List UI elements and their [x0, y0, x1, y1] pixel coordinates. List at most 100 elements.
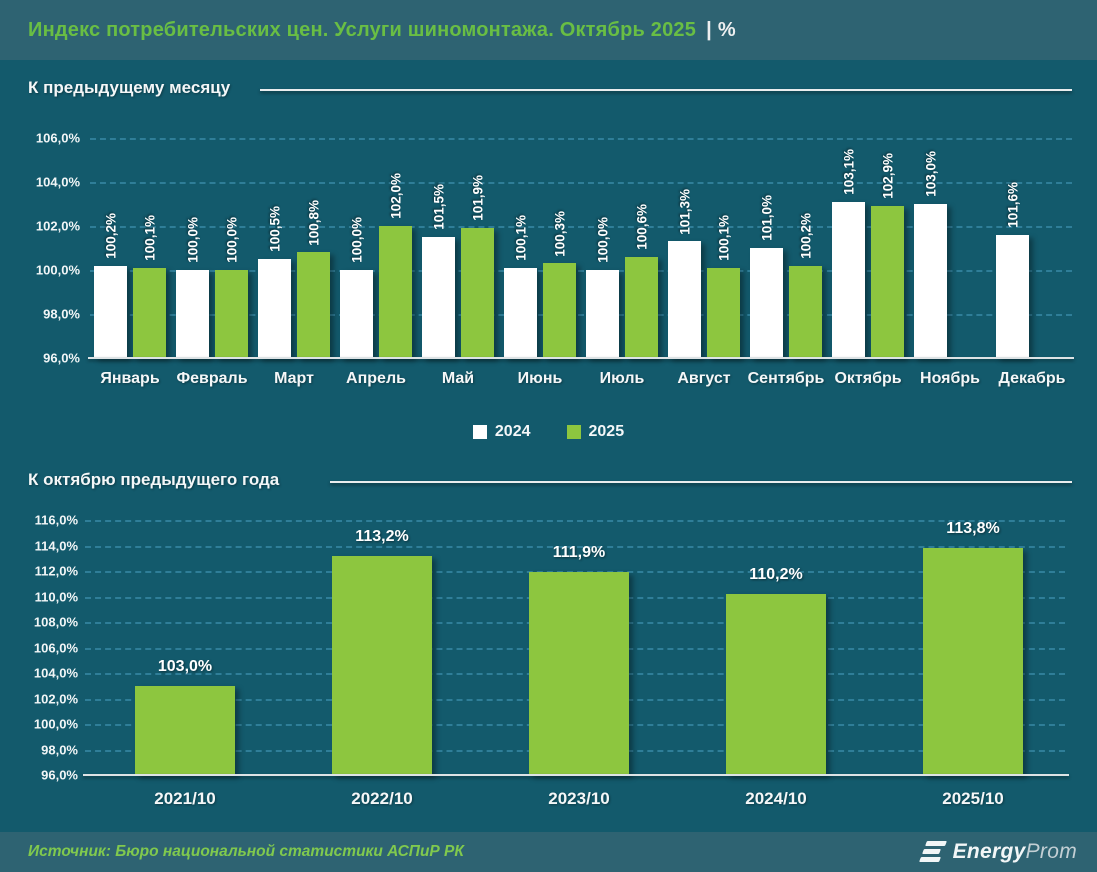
bar-value-label: 100,0% [224, 217, 239, 263]
x-tick-label: 2022/10 [351, 789, 413, 808]
x-axis-line [88, 357, 1074, 359]
page-title-text: Индекс потребительских цен. Услуги шином… [28, 18, 697, 41]
bar-value-label: 101,0% [759, 195, 774, 241]
legend-label-2024: 2024 [494, 423, 531, 440]
page-title: Индекс потребительских цен. Услуги шином… [28, 19, 736, 42]
y-tick-label: 116,0% [34, 512, 78, 528]
bar-2024-Июнь [504, 267, 537, 358]
energyprom-logo-text: EnergyProm [953, 840, 1077, 864]
bar-2025-Сентябрь [789, 265, 822, 358]
bar-2024-Октябрь [832, 201, 865, 358]
source-text: Источник: Бюро национальной статистики А… [28, 843, 464, 860]
bar-2025-Февраль [215, 270, 248, 358]
bar-2024-Май [422, 237, 455, 358]
yearly-section-line [330, 481, 1072, 483]
y-tick-label: 104,0% [35, 174, 80, 190]
bar-2023/10 [529, 572, 629, 775]
grid-line [90, 314, 1072, 316]
y-tick-label: 98,0% [43, 306, 80, 322]
y-tick-label: 106,0% [33, 640, 78, 655]
bar-value-label: 101,3% [677, 188, 692, 235]
legend-swatch-2025 [566, 425, 581, 439]
x-tick-label: Январь [100, 370, 160, 387]
monthly-section-title: К предыдущему месяцу [28, 78, 231, 97]
legend-item-2024: 2024 [472, 423, 531, 441]
x-tick-label: Сентябрь [747, 370, 825, 387]
x-tick-label: 2025/10 [942, 789, 1004, 808]
y-tick-label: 96,0% [41, 767, 78, 783]
bar-2025/10 [923, 548, 1023, 775]
title-divider: | [706, 18, 712, 41]
bar-2024-Апрель [340, 270, 373, 358]
bar-value-label: 103,1% [841, 149, 856, 195]
x-tick-label: Июль [599, 370, 645, 387]
grid-line [85, 520, 1065, 522]
bar-2024-Март [258, 259, 291, 358]
bar-value-label: 100,0% [349, 217, 364, 263]
bar-2025-Апрель [379, 226, 412, 358]
x-tick-label: Март [274, 370, 314, 387]
x-tick-label: Ноябрь [920, 370, 980, 387]
grid-line [90, 182, 1072, 184]
bar-value-label: 100,6% [634, 204, 649, 250]
y-tick-label: 106,0% [35, 130, 80, 146]
x-tick-label: Апрель [346, 370, 406, 387]
bar-value-label: 100,0% [595, 217, 610, 263]
bar-2024-Август [668, 241, 701, 358]
bar-value-label: 103,0% [157, 657, 213, 675]
x-tick-label: Август [677, 370, 731, 387]
y-tick-label: 98,0% [41, 742, 78, 757]
bar-2024-Январь [94, 265, 127, 358]
x-tick-label: Февраль [176, 370, 248, 387]
energyprom-logo: EnergyProm [918, 840, 1077, 864]
bar-2025-Июль [625, 256, 658, 358]
y-tick-label: 112,0% [34, 563, 78, 579]
y-tick-label: 104,0% [33, 665, 78, 681]
bar-value-label: 101,6% [1005, 182, 1020, 228]
bar-value-label: 100,1% [513, 215, 528, 261]
x-axis-line [83, 774, 1069, 776]
bar-2025-Октябрь [871, 206, 904, 358]
bar-2024/10 [726, 593, 826, 775]
bar-value-label: 100,3% [552, 210, 567, 257]
header-bar: Индекс потребительских цен. Услуги шином… [0, 0, 1097, 60]
monthly-section-line [260, 89, 1072, 91]
yearly-chart: 103,0% 2021/10 113,2% 2022/10 111,9% 2023/10 1… [85, 520, 1065, 808]
legend-label-2025: 2025 [588, 423, 625, 440]
grid-line [90, 270, 1072, 272]
bar-value-label: 102,0% [388, 173, 403, 219]
x-tick-label: 2023/10 [548, 789, 610, 808]
bar-value-label: 103,0% [923, 151, 938, 197]
bar-2025-Август [707, 267, 740, 358]
y-tick-label: 102,0% [33, 691, 78, 706]
bar-2021/10 [135, 685, 235, 775]
title-unit: % [717, 18, 736, 41]
bar-value-label: 113,2% [355, 527, 409, 545]
bar-value-label: 110,2% [749, 565, 803, 583]
bar-2025-Май [461, 228, 494, 358]
legend-item-2025: 2025 [566, 423, 625, 441]
grid-line [85, 571, 1065, 573]
bar-value-label: 102,9% [880, 153, 895, 200]
bar-value-label: 100,1% [716, 215, 731, 261]
bar-value-label: 101,9% [470, 175, 485, 222]
bar-2025-Март [297, 252, 330, 358]
grid-line [85, 545, 1065, 548]
bar-2025-Июнь [543, 263, 576, 358]
bar-value-label: 100,2% [103, 212, 118, 259]
bar-2025-Январь [133, 267, 166, 358]
x-tick-label: Июнь [517, 370, 563, 387]
bar-value-label: 101,5% [431, 184, 446, 230]
bar-value-label: 100,8% [306, 199, 321, 246]
grid-line [90, 226, 1072, 228]
bar-value-label: 100,5% [267, 206, 282, 252]
logo-text-bold: Energy [952, 840, 1026, 863]
bar-2024-Декабрь [996, 234, 1029, 358]
x-tick-label: Октябрь [834, 370, 902, 387]
chart-legend: 2024 2025 [0, 423, 1097, 441]
monthly-chart: 100,2% 100,1% Январь 100,0% 100,0% Февраль 100… [90, 138, 1072, 387]
y-tick-label: 114,0% [34, 538, 78, 553]
y-tick-label: 110,0% [34, 589, 78, 604]
logo-text-light: Prom [1025, 840, 1077, 863]
